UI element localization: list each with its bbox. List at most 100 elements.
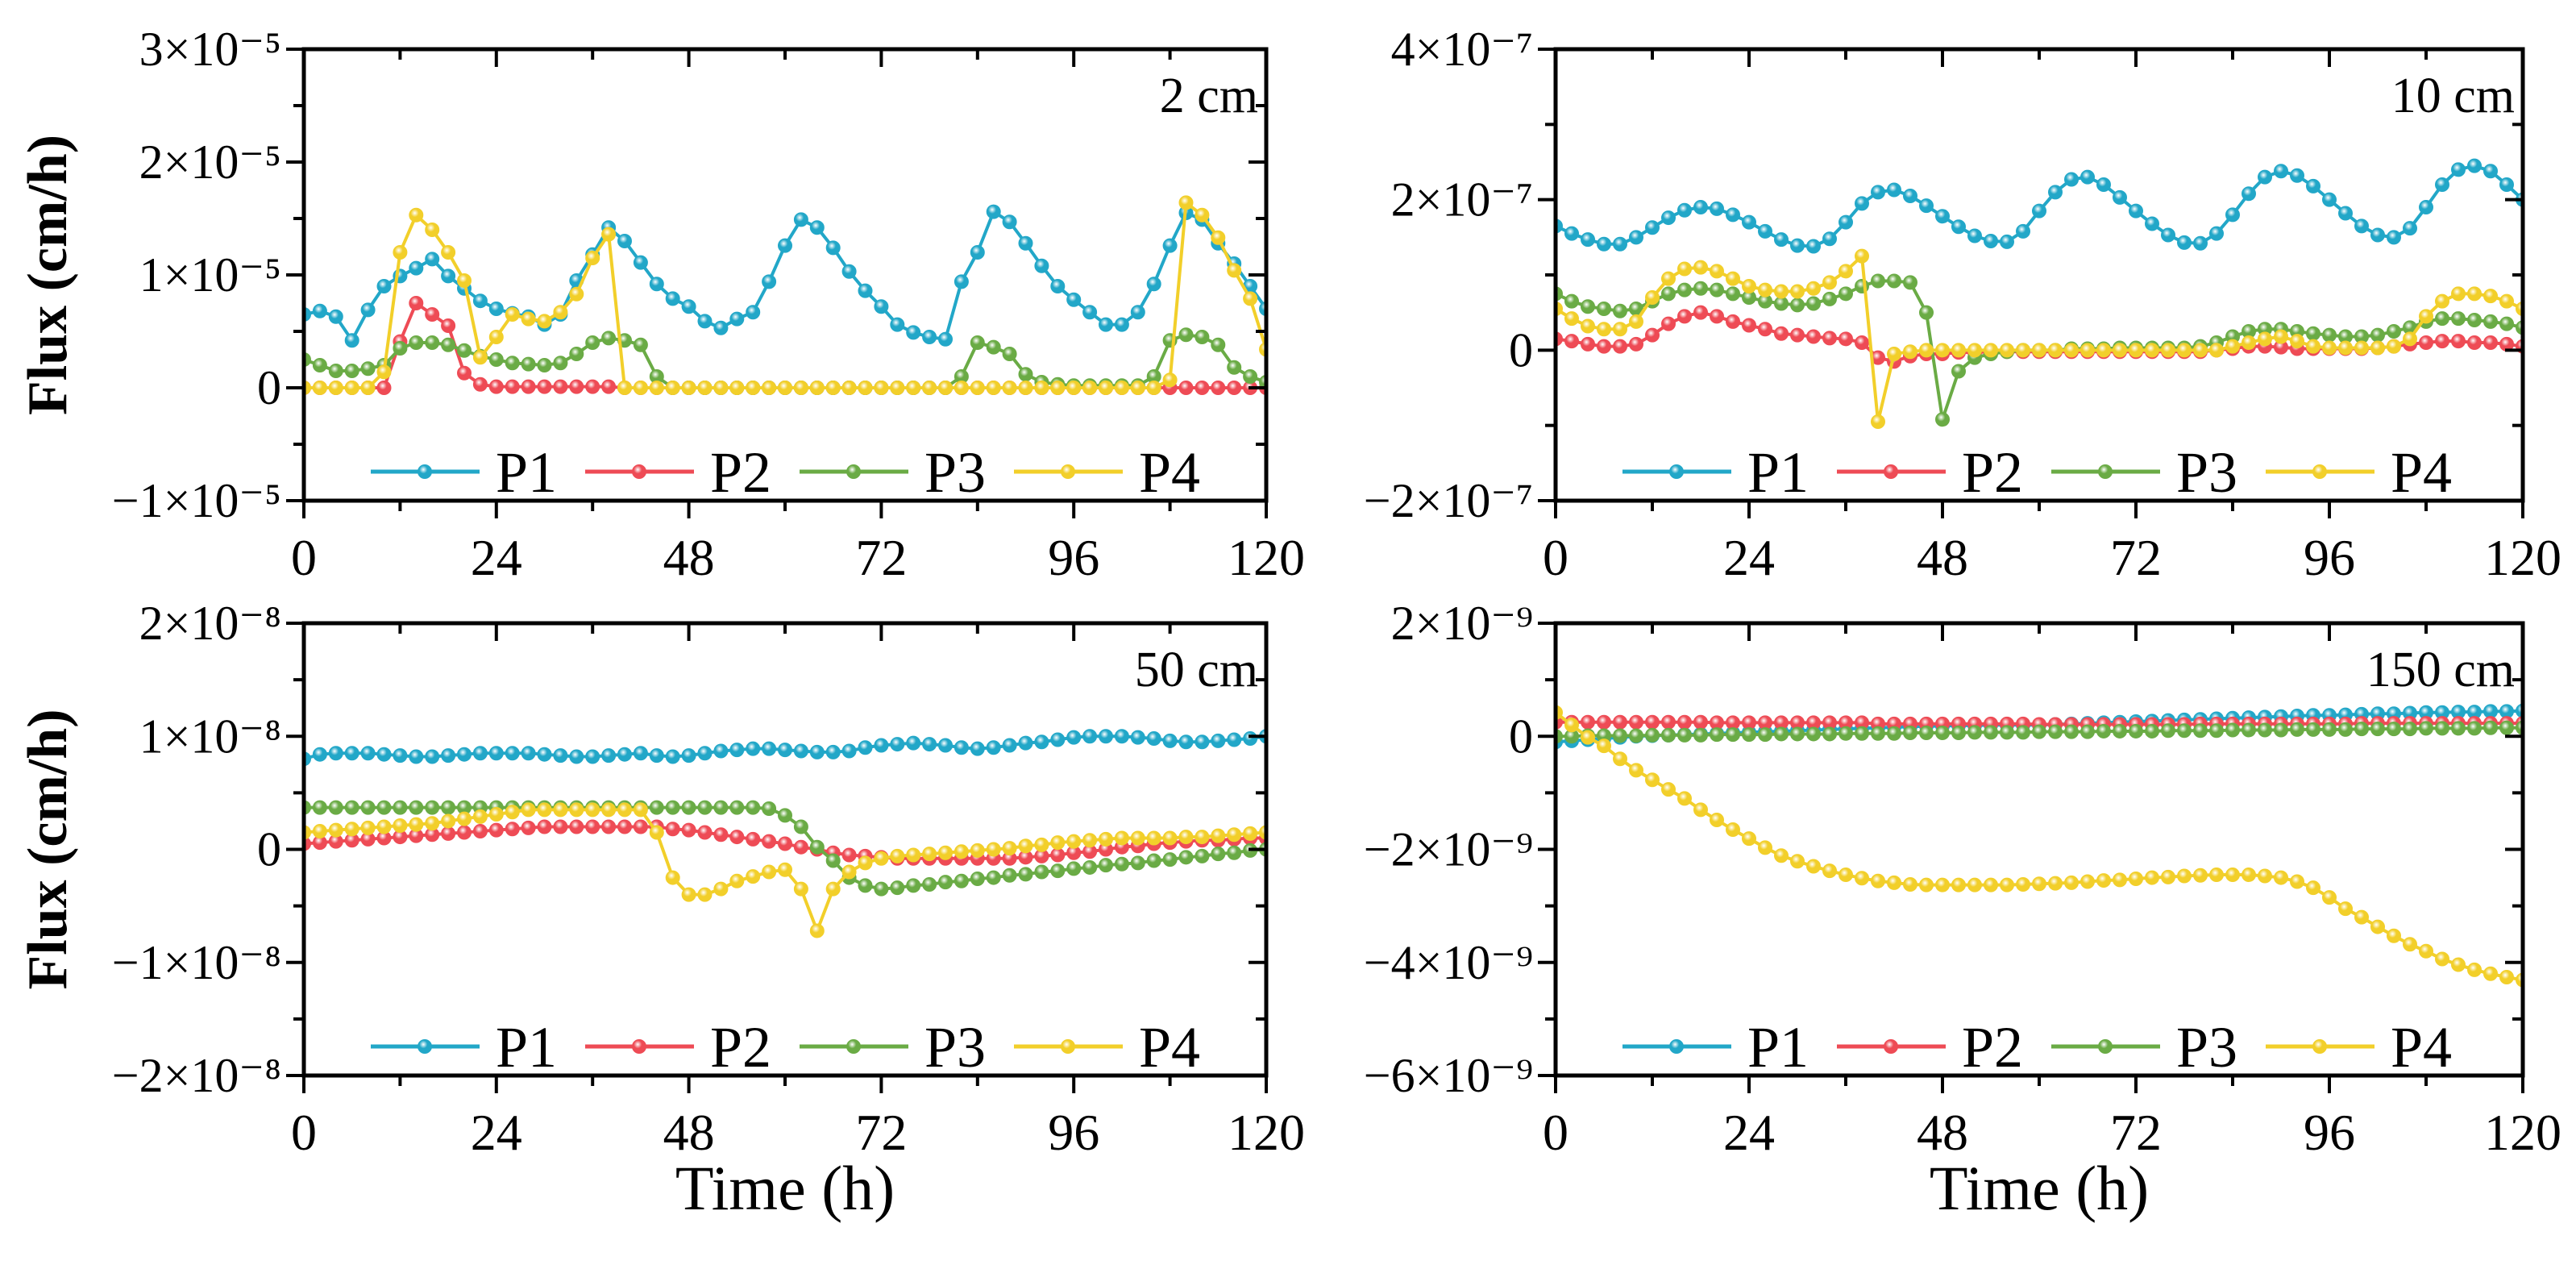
legend-item-p1: P1 bbox=[1622, 1015, 1809, 1080]
y-axis-title: Flux (cm/h) bbox=[17, 135, 79, 415]
data-point-p4 bbox=[1130, 381, 1145, 395]
data-point-p3 bbox=[2387, 722, 2401, 737]
data-point-p3 bbox=[1114, 856, 1129, 872]
data-point-p4 bbox=[1114, 381, 1129, 395]
data-point-p3 bbox=[2016, 725, 2030, 740]
data-point-p4 bbox=[1243, 291, 1258, 306]
data-point-p3 bbox=[1726, 727, 1740, 743]
legend-marker bbox=[846, 464, 861, 479]
data-point-p1 bbox=[441, 748, 456, 763]
data-point-p4 bbox=[2032, 876, 2046, 892]
data-point-p2 bbox=[1855, 335, 1869, 350]
data-point-p4 bbox=[2290, 334, 2304, 349]
data-point-p4 bbox=[2129, 343, 2143, 358]
data-point-p2 bbox=[697, 825, 713, 840]
data-point-p4 bbox=[505, 307, 520, 322]
data-point-p4 bbox=[1227, 263, 1242, 278]
data-point-p1 bbox=[1951, 219, 1966, 235]
legend-item-p2: P2 bbox=[585, 440, 771, 505]
data-point-p3 bbox=[793, 819, 808, 834]
data-point-p1 bbox=[2161, 227, 2175, 243]
data-point-p3 bbox=[1002, 347, 1017, 361]
data-point-p1 bbox=[890, 737, 905, 752]
data-point-p4 bbox=[729, 873, 745, 888]
data-point-p1 bbox=[874, 299, 889, 314]
data-point-p1 bbox=[2129, 203, 2143, 218]
data-point-p4 bbox=[2435, 293, 2449, 309]
y-tick-label: −2×10⁻⁹ bbox=[1364, 823, 1533, 876]
data-point-p3 bbox=[505, 356, 520, 371]
legend-marker bbox=[846, 1039, 861, 1054]
data-point-p4 bbox=[1099, 831, 1113, 847]
x-tick-label: 48 bbox=[663, 1104, 715, 1161]
data-point-p3 bbox=[697, 800, 713, 815]
legend-label: P1 bbox=[1747, 1015, 1809, 1080]
data-point-p1 bbox=[1919, 198, 1934, 214]
data-point-p4 bbox=[2113, 343, 2127, 358]
data-point-p4 bbox=[1034, 381, 1049, 395]
data-point-p3 bbox=[1822, 291, 1837, 306]
data-point-p1 bbox=[1018, 235, 1033, 251]
data-point-p4 bbox=[1790, 854, 1805, 869]
data-point-p1 bbox=[2258, 169, 2272, 185]
data-point-p3 bbox=[1178, 850, 1194, 865]
data-point-p4 bbox=[809, 923, 825, 938]
x-tick-label: 0 bbox=[1543, 529, 1568, 586]
data-point-p3 bbox=[2322, 327, 2337, 343]
data-point-p3 bbox=[1677, 727, 1692, 743]
data-point-p3 bbox=[1227, 360, 1242, 375]
data-point-p4 bbox=[1774, 848, 1789, 863]
y-tick-label: 2×10⁻⁵ bbox=[139, 135, 281, 189]
data-point-p3 bbox=[2242, 722, 2256, 738]
data-point-p3 bbox=[2000, 725, 2014, 740]
data-point-p1 bbox=[1774, 232, 1789, 248]
data-point-p4 bbox=[1919, 877, 1934, 892]
data-point-p4 bbox=[360, 381, 376, 395]
panel-50-cm: 0 24 48 72 96 120 −2×10⁻⁸ −1×10⁻⁸ 0 1×10⁻⁸ 2×10⁻⁸ 5… bbox=[17, 597, 1305, 1223]
data-point-p4 bbox=[681, 381, 696, 395]
plot-frame bbox=[1553, 47, 2525, 503]
data-point-p1 bbox=[1613, 236, 1627, 252]
data-point-p4 bbox=[521, 311, 536, 327]
data-point-p4 bbox=[890, 848, 905, 863]
data-point-p1 bbox=[409, 749, 424, 764]
y-tick-label: 0 bbox=[1509, 323, 1533, 377]
legend: P1 P2 P3 P4 bbox=[1622, 1015, 2452, 1080]
data-point-p1 bbox=[922, 330, 937, 344]
data-point-p1 bbox=[569, 749, 584, 764]
data-point-p4 bbox=[425, 816, 440, 831]
legend-item-p2: P2 bbox=[585, 1015, 771, 1080]
data-point-p3 bbox=[2483, 314, 2498, 329]
data-point-p3 bbox=[1677, 282, 1692, 297]
data-point-p1 bbox=[1935, 209, 1950, 224]
data-point-p2 bbox=[1742, 318, 1756, 333]
data-point-p2 bbox=[2467, 335, 2482, 350]
data-point-p3 bbox=[1227, 845, 1242, 860]
data-point-p3 bbox=[2161, 723, 2175, 739]
data-point-p4 bbox=[2338, 901, 2353, 917]
data-point-p3 bbox=[1195, 848, 1210, 863]
data-point-p3 bbox=[1839, 286, 1853, 302]
y-tick-label: −1×10⁻⁵ bbox=[112, 474, 281, 527]
data-point-p1 bbox=[1082, 729, 1098, 744]
legend-marker bbox=[1669, 464, 1684, 479]
data-point-p4 bbox=[312, 824, 327, 839]
data-point-p4 bbox=[2225, 339, 2240, 354]
x-axis-title: Time (h) bbox=[675, 1153, 895, 1223]
x-tick-label: 72 bbox=[2110, 529, 2162, 586]
data-point-p1 bbox=[922, 737, 937, 752]
data-point-p2 bbox=[1227, 381, 1242, 395]
data-point-p2 bbox=[1211, 381, 1226, 395]
data-point-p1 bbox=[1871, 185, 1885, 200]
data-point-p3 bbox=[2113, 723, 2127, 739]
data-point-p3 bbox=[1790, 726, 1805, 742]
data-point-p2 bbox=[601, 379, 617, 394]
data-point-p4 bbox=[360, 820, 376, 835]
data-point-p2 bbox=[1806, 329, 1821, 344]
data-point-p2 bbox=[488, 379, 504, 394]
data-point-p1 bbox=[906, 735, 921, 751]
legend-item-p1: P1 bbox=[371, 440, 557, 505]
x-tick-label: 120 bbox=[1228, 529, 1305, 586]
data-point-p3 bbox=[1050, 863, 1066, 879]
data-point-p3 bbox=[1903, 275, 1917, 290]
